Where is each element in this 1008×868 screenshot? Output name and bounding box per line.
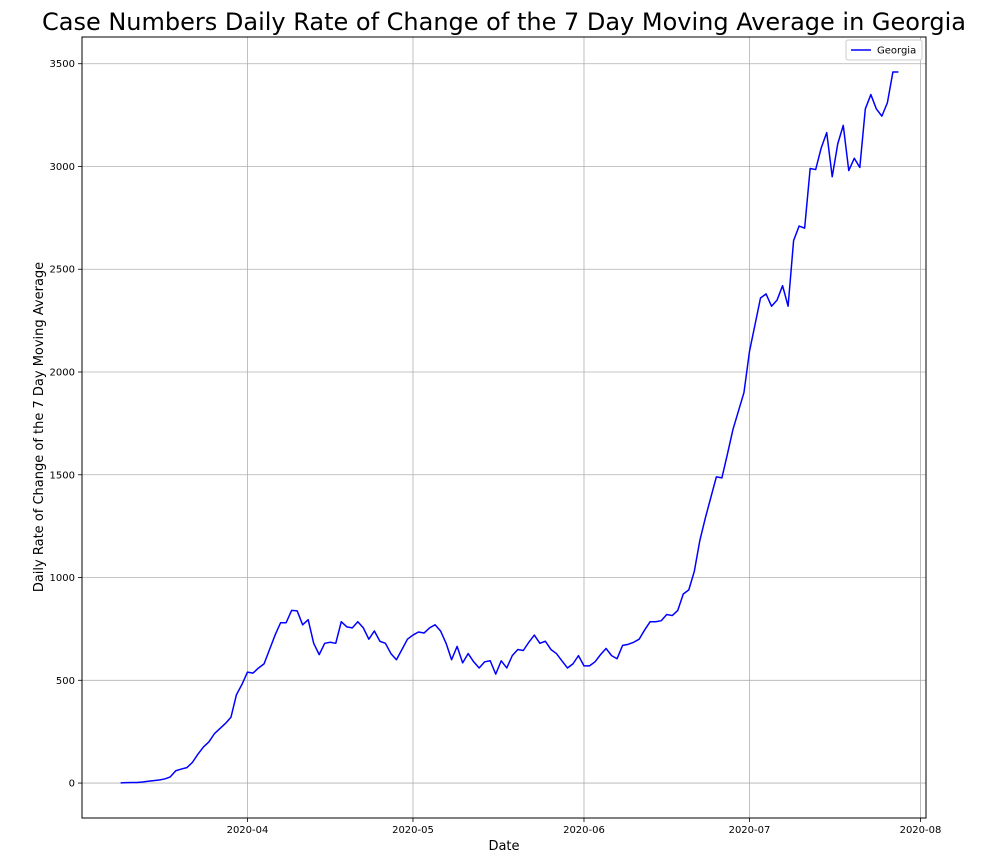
- legend-entry-georgia: Georgia: [877, 46, 916, 57]
- x-axis: 2020-04 2020-05 2020-06 2020-07 2020-08: [227, 818, 942, 836]
- chart-title: Case Numbers Daily Rate of Change of the…: [42, 8, 966, 36]
- y-tick-label: 2500: [50, 265, 75, 276]
- y-tick-label: 1500: [50, 470, 75, 481]
- series-layer: [120, 71, 899, 784]
- x-axis-label: Date: [488, 839, 519, 854]
- y-tick-label: 500: [56, 676, 75, 687]
- x-tick-label: 2020-07: [729, 825, 771, 836]
- y-tick-label: 2000: [50, 368, 75, 379]
- x-tick-label: 2020-06: [563, 825, 605, 836]
- y-tick-label: 3500: [50, 59, 75, 70]
- x-tick-label: 2020-08: [900, 825, 942, 836]
- series-line-georgia: [120, 71, 899, 784]
- y-tick-label: 1000: [50, 573, 75, 584]
- legend: Georgia: [845, 39, 923, 61]
- y-tick-label: 0: [69, 779, 75, 790]
- y-tick-label: 3000: [50, 162, 75, 173]
- x-tick-label: 2020-04: [227, 825, 269, 836]
- x-tick-label: 2020-05: [392, 825, 434, 836]
- axes-frame: [81, 36, 927, 819]
- grid: [82, 37, 926, 818]
- y-axis-label: Daily Rate of Change of the 7 Day Moving…: [32, 262, 47, 592]
- y-axis: 0 500 1000 1500 2000 2500 3000 3500: [50, 59, 82, 790]
- legend-box: [845, 39, 923, 61]
